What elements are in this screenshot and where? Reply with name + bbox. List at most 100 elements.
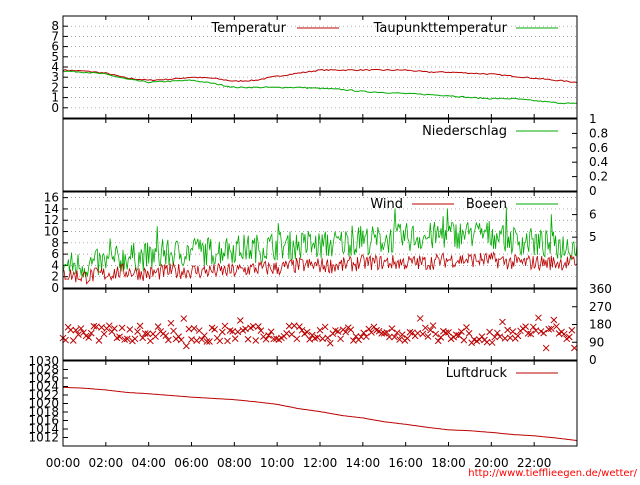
direction-point bbox=[85, 334, 93, 341]
direction-point bbox=[298, 326, 306, 334]
direction-point bbox=[288, 331, 296, 338]
direction-point bbox=[211, 325, 218, 333]
direction-point bbox=[62, 336, 69, 344]
direction-point bbox=[362, 333, 370, 341]
direction-point bbox=[398, 331, 406, 338]
y-tick-label: 90 bbox=[589, 335, 604, 349]
direction-point bbox=[568, 326, 576, 334]
direction-point bbox=[72, 326, 80, 334]
direction-point bbox=[565, 333, 573, 341]
direction-point bbox=[180, 315, 188, 322]
direction-point bbox=[314, 334, 321, 341]
direction-point bbox=[391, 333, 398, 341]
direction-point bbox=[170, 327, 177, 335]
direction-point bbox=[383, 329, 391, 336]
y-tick-label: 270 bbox=[589, 300, 612, 314]
x-tick-label: 22:00 bbox=[517, 456, 552, 470]
direction-point bbox=[244, 335, 252, 343]
direction-point bbox=[496, 333, 504, 341]
direction-point bbox=[126, 326, 134, 333]
direction-point bbox=[560, 330, 568, 338]
direction-point bbox=[457, 328, 465, 335]
y-tick-label: 1030 bbox=[28, 354, 59, 368]
direction-point bbox=[365, 325, 373, 333]
direction-point bbox=[527, 330, 535, 338]
series-line-taupunkttemperatur bbox=[62, 70, 578, 105]
y-tick-label: 6 bbox=[51, 247, 59, 261]
direction-point bbox=[293, 335, 301, 343]
direction-point bbox=[242, 325, 249, 333]
y-tick-label: 4 bbox=[51, 60, 59, 74]
direction-point bbox=[357, 333, 365, 341]
y-tick-label: 0.4 bbox=[589, 155, 608, 169]
direction-point bbox=[162, 332, 170, 340]
direction-point bbox=[77, 325, 85, 332]
legend-label-wind: Wind bbox=[370, 197, 403, 212]
x-tick-label: 06:00 bbox=[174, 456, 209, 470]
x-tick-label: 18:00 bbox=[431, 456, 466, 470]
direction-point bbox=[370, 323, 378, 331]
x-axis-labels: 00:00 02:00 04:00 06:00 08:00 10:00 12:00 14:00… bbox=[46, 456, 552, 470]
direction-point bbox=[218, 328, 226, 336]
direction-point bbox=[105, 322, 113, 330]
direction-point bbox=[249, 322, 257, 330]
direction-point bbox=[290, 322, 298, 329]
direction-point bbox=[121, 336, 129, 343]
direction-point bbox=[388, 325, 396, 332]
direction-point bbox=[144, 330, 152, 338]
y-tick-label: 1 bbox=[51, 91, 59, 105]
direction-point bbox=[267, 328, 275, 336]
direction-point bbox=[404, 335, 411, 342]
y-tick-label: 8 bbox=[51, 19, 59, 33]
direction-point bbox=[542, 344, 550, 352]
direction-point bbox=[483, 338, 491, 346]
direction-point bbox=[442, 329, 450, 337]
direction-point bbox=[321, 323, 329, 331]
direction-point bbox=[499, 318, 506, 326]
direction-point bbox=[118, 324, 126, 332]
direction-point bbox=[486, 328, 493, 336]
direction-point bbox=[262, 335, 270, 343]
direction-point bbox=[123, 335, 131, 343]
direction-point bbox=[324, 334, 332, 342]
direction-point bbox=[434, 337, 442, 345]
x-tick-label: 02:00 bbox=[89, 456, 124, 470]
direction-point bbox=[504, 326, 511, 334]
direction-point bbox=[95, 337, 103, 344]
y-tick-label: 0 bbox=[589, 184, 597, 198]
direction-point bbox=[368, 329, 375, 336]
direction-point bbox=[100, 330, 108, 338]
panel-wind-direction: 360 270 180 90 0 bbox=[59, 282, 612, 367]
direction-markers bbox=[59, 314, 578, 352]
legend-label-luftdruck: Luftdruck bbox=[446, 366, 508, 381]
direction-point bbox=[224, 337, 231, 345]
direction-point bbox=[303, 328, 311, 336]
direction-point bbox=[296, 323, 303, 330]
credit-link-text: http://www.tiefflieegen.de/wetter/ bbox=[468, 468, 637, 479]
y-tick-label: 3 bbox=[51, 70, 59, 84]
x-tick-label: 04:00 bbox=[131, 456, 166, 470]
x-tick-label: 16:00 bbox=[388, 456, 423, 470]
direction-point bbox=[532, 327, 540, 334]
direction-point bbox=[193, 337, 200, 344]
y-tick-label-right: 5 bbox=[589, 230, 597, 244]
direction-point bbox=[488, 339, 496, 346]
panel-precipitation: 10.80.60.40.20 Niederschlag bbox=[62, 112, 608, 198]
direction-point bbox=[69, 337, 77, 344]
direction-point bbox=[190, 325, 198, 332]
y-tick-label: 5 bbox=[51, 50, 59, 64]
direction-point bbox=[265, 332, 272, 339]
y-tick-label: 0 bbox=[51, 281, 59, 295]
direction-point bbox=[80, 329, 87, 336]
direction-point bbox=[463, 324, 470, 331]
y-tick-label: 0.2 bbox=[589, 170, 608, 184]
direction-point bbox=[342, 328, 350, 336]
direction-point bbox=[432, 330, 440, 338]
direction-point bbox=[550, 316, 558, 324]
direction-point bbox=[139, 334, 147, 342]
x-tick-label: 12:00 bbox=[303, 456, 338, 470]
direction-point bbox=[493, 329, 501, 337]
direction-point bbox=[429, 322, 437, 329]
